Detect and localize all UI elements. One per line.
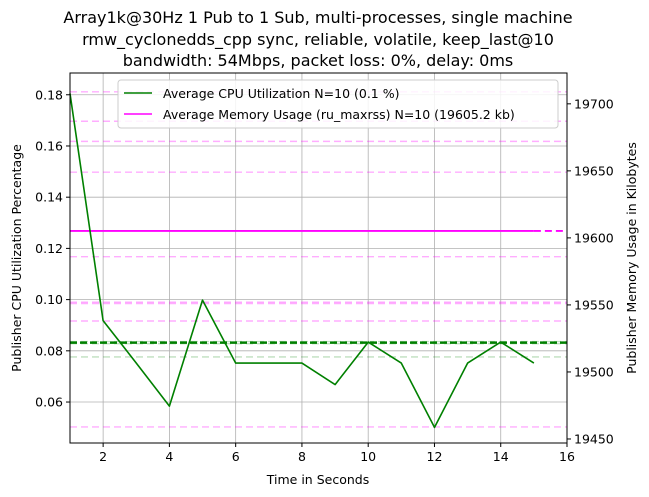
y-right-tick-label-4: 19650	[574, 163, 614, 178]
legend-label-memory: Average Memory Usage (ru_maxrss) N=10 (1…	[163, 107, 515, 122]
series	[69, 93, 567, 429]
y-left-tick-label-6: 0.18	[35, 87, 63, 102]
y-left-tick-label-1: 0.08	[35, 343, 63, 358]
x-tick-label-4: 10	[360, 449, 376, 464]
x-tick-label-6: 14	[493, 449, 509, 464]
y-left-tick-label-5: 0.16	[35, 138, 63, 153]
y-right-tick-label-3: 19600	[574, 230, 614, 245]
y-right-tick-label-5: 19700	[574, 96, 614, 111]
x-axis-ticks: 2 4 6 8 10 12 14 16	[99, 443, 575, 464]
y-right-tick-label-2: 19550	[574, 297, 614, 312]
legend-box	[117, 79, 559, 129]
y-axis-right-ticks: 19450 19500 19550 19600 19650 19700	[567, 96, 614, 446]
y-right-tick-label-0: 19450	[574, 431, 614, 446]
y-left-tick-label-3: 0.12	[35, 241, 63, 256]
x-tick-label-0: 2	[99, 449, 107, 464]
legend-label-cpu: Average CPU Utilization N=10 (0.1 %)	[163, 86, 400, 101]
legend: Average CPU Utilization N=10 (0.1 %) Ave…	[117, 79, 559, 129]
x-tick-label-7: 16	[559, 449, 575, 464]
y-axis-left-label: Publisher CPU Utilization Percentage	[9, 144, 24, 372]
x-tick-label-2: 6	[232, 449, 240, 464]
x-axis-label: Time in Seconds	[266, 472, 369, 487]
chart-title-line-1: Array1k@30Hz 1 Pub to 1 Sub, multi-proce…	[63, 8, 572, 27]
cpu-series-line	[69, 93, 535, 429]
x-tick-label-5: 12	[427, 449, 443, 464]
y-axis-left-ticks: 0.06 0.08 0.10 0.12 0.14 0.16 0.18	[35, 87, 70, 410]
plot-frame	[69, 72, 568, 444]
y-left-tick-label-2: 0.10	[35, 292, 63, 307]
y-axis-right-label: Publisher Memory Usage in Kilobytes	[624, 142, 639, 374]
y-left-tick-label-0: 0.06	[35, 395, 63, 410]
y-left-tick-label-4: 0.14	[35, 190, 63, 205]
x-tick-label-1: 4	[165, 449, 173, 464]
chart-title-line-2: rmw_cyclonedds_cpp sync, reliable, volat…	[82, 30, 554, 50]
y-right-tick-label-1: 19500	[574, 364, 614, 379]
chart-title-line-3: bandwidth: 54Mbps, packet loss: 0%, dela…	[123, 51, 514, 70]
x-tick-label-3: 8	[298, 449, 306, 464]
